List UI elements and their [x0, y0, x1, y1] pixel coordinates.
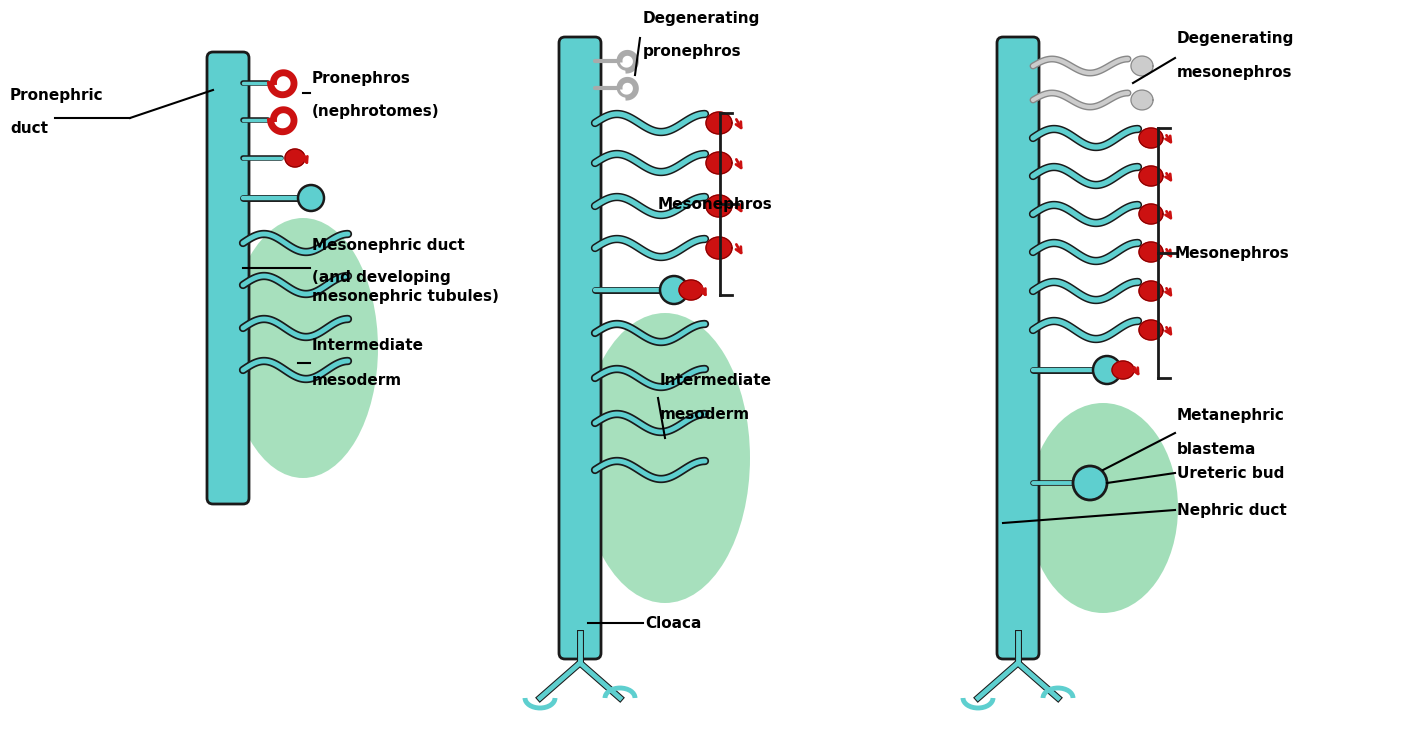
Polygon shape [1132, 90, 1153, 110]
Text: (and developing: (and developing [312, 270, 451, 285]
Polygon shape [706, 112, 731, 134]
Text: mesonephric tubules): mesonephric tubules) [312, 289, 498, 304]
Ellipse shape [227, 218, 378, 478]
Text: mesoderm: mesoderm [312, 373, 402, 388]
Text: Degenerating: Degenerating [643, 11, 761, 26]
Circle shape [298, 185, 324, 211]
Polygon shape [1139, 242, 1163, 262]
Polygon shape [1139, 320, 1163, 340]
Polygon shape [706, 237, 731, 259]
Circle shape [660, 276, 688, 304]
Polygon shape [1139, 166, 1163, 186]
Polygon shape [1112, 361, 1134, 379]
Text: duct: duct [10, 121, 48, 136]
FancyBboxPatch shape [206, 52, 249, 504]
Ellipse shape [580, 313, 750, 603]
Polygon shape [680, 280, 703, 300]
Text: Mesonephric duct: Mesonephric duct [312, 238, 465, 253]
Circle shape [1073, 466, 1106, 500]
Ellipse shape [1028, 403, 1178, 613]
Polygon shape [1139, 281, 1163, 301]
Text: Mesonephros: Mesonephros [658, 196, 772, 212]
Text: Metanephric: Metanephric [1177, 408, 1285, 423]
Polygon shape [1139, 204, 1163, 224]
Text: Pronephros: Pronephros [312, 71, 411, 86]
FancyBboxPatch shape [997, 37, 1039, 659]
Text: Mesonephros: Mesonephros [1175, 246, 1290, 261]
Text: Pronephric: Pronephric [10, 88, 104, 103]
Polygon shape [1139, 128, 1163, 148]
Text: pronephros: pronephros [643, 44, 741, 59]
FancyBboxPatch shape [559, 37, 601, 659]
Text: Degenerating: Degenerating [1177, 31, 1294, 46]
Text: Intermediate: Intermediate [660, 373, 772, 388]
Text: Ureteric bud: Ureteric bud [1177, 466, 1285, 480]
Text: mesoderm: mesoderm [660, 407, 750, 422]
Text: Nephric duct: Nephric duct [1177, 503, 1286, 517]
Text: Cloaca: Cloaca [644, 615, 702, 630]
Polygon shape [1132, 56, 1153, 76]
Text: (nephrotomes): (nephrotomes) [312, 104, 439, 119]
Text: mesonephros: mesonephros [1177, 65, 1293, 80]
Polygon shape [285, 149, 305, 167]
Text: Intermediate: Intermediate [312, 338, 424, 353]
Polygon shape [706, 195, 731, 217]
Text: blastema: blastema [1177, 442, 1257, 457]
Polygon shape [706, 152, 731, 174]
Circle shape [1092, 356, 1120, 384]
